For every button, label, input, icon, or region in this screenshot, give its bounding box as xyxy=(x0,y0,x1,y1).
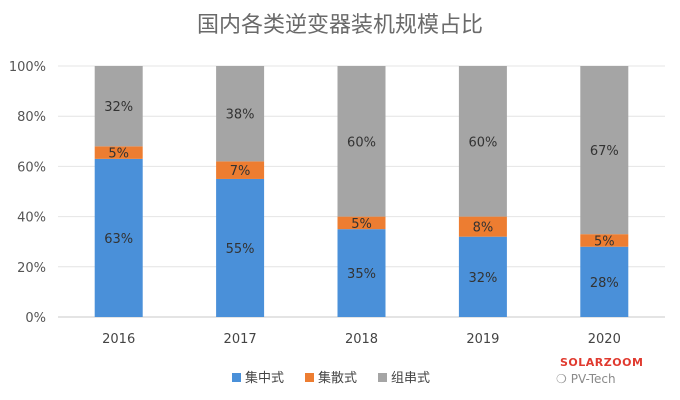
watermark-source-label: PV-Tech xyxy=(570,372,616,386)
data-label: 8% xyxy=(473,221,494,236)
data-label: 38% xyxy=(226,108,255,123)
data-label: 5% xyxy=(351,217,372,232)
x-tick-label: 2016 xyxy=(102,332,135,347)
bar-segment xyxy=(458,236,507,317)
legend: 集中式 集散式 组串式 xyxy=(232,370,430,386)
y-tick-label: 40% xyxy=(17,211,46,226)
x-tick-label: 2019 xyxy=(466,332,499,347)
bar-segment xyxy=(337,229,386,317)
bar-segment xyxy=(94,146,143,159)
watermark-source: ❍ PV-Tech xyxy=(556,372,616,386)
chart-title: 国内各类逆变器装机规模占比 xyxy=(197,13,483,38)
bar-segment xyxy=(580,66,629,235)
data-label: 7% xyxy=(230,164,251,179)
legend-label: 集散式 xyxy=(318,370,357,386)
bar-segment xyxy=(337,66,386,217)
x-axis: 2016 2017 2018 2019 2020 xyxy=(102,332,621,347)
data-label: 28% xyxy=(590,276,619,291)
y-tick-label: 80% xyxy=(17,110,46,125)
bars: 63% 5% 32% 55% 7% 38% 35% 5% 60% 32% 8% 60% 28% 5% 67% xyxy=(94,66,629,317)
y-tick-label: 0% xyxy=(25,311,46,326)
x-tick-label: 2017 xyxy=(224,332,257,347)
bar-segment xyxy=(580,246,629,317)
y-tick-label: 100% xyxy=(9,60,46,75)
bar-segment xyxy=(216,66,265,162)
legend-swatch xyxy=(378,373,387,382)
x-tick-label: 2018 xyxy=(345,332,378,347)
watermark-brand: SOLARZOOM xyxy=(560,356,644,369)
legend-swatch xyxy=(232,373,241,382)
bar-segment xyxy=(337,216,386,230)
legend-label: 集中式 xyxy=(245,370,284,386)
bar-segment xyxy=(216,178,265,317)
data-label: 55% xyxy=(226,242,255,257)
bar-segment xyxy=(458,66,507,217)
y-tick-label: 20% xyxy=(17,261,46,276)
bar-segment xyxy=(458,216,507,237)
bar-segment xyxy=(580,234,629,247)
data-label: 67% xyxy=(590,144,619,159)
x-tick-label: 2020 xyxy=(588,332,621,347)
data-label: 32% xyxy=(468,271,497,286)
y-tick-label: 60% xyxy=(17,160,46,175)
data-label: 5% xyxy=(594,234,615,249)
legend-label: 组串式 xyxy=(391,371,430,386)
bar-segment xyxy=(94,66,143,147)
data-label: 60% xyxy=(347,135,376,150)
y-axis: 0% 20% 40% 60% 80% 100% xyxy=(9,60,46,326)
data-label: 35% xyxy=(347,267,376,282)
data-label: 5% xyxy=(108,147,129,162)
wechat-icon: ❍ xyxy=(556,372,567,386)
data-label: 60% xyxy=(468,135,497,150)
legend-swatch xyxy=(305,373,314,382)
data-label: 63% xyxy=(104,232,133,247)
data-label: 32% xyxy=(104,100,133,115)
bar-segment xyxy=(216,161,265,179)
bar-segment xyxy=(94,158,143,317)
